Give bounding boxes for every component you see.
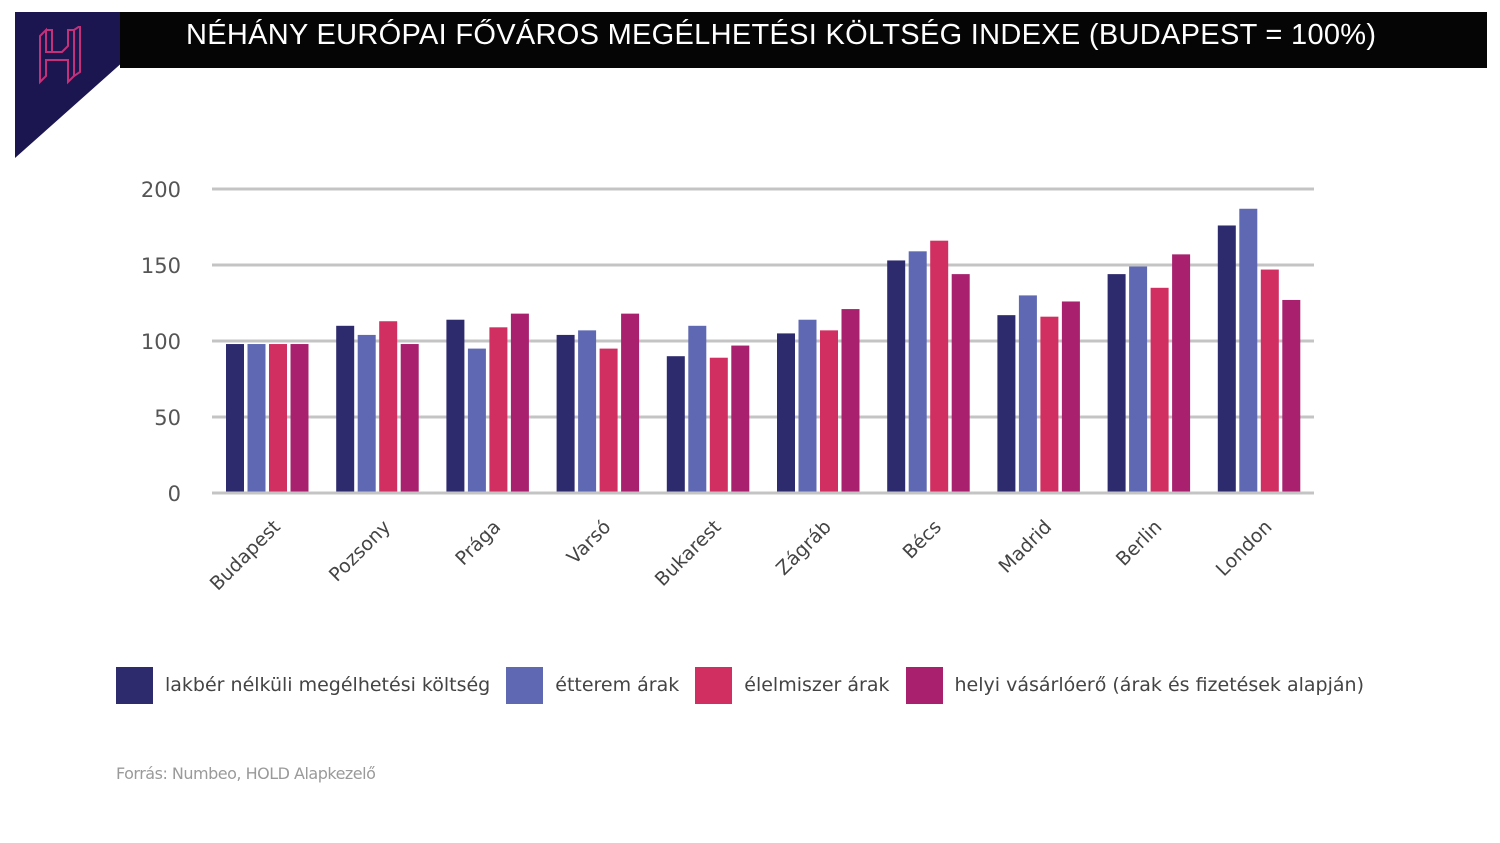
bar (556, 334, 575, 493)
bar (798, 319, 817, 493)
y-tick-label: 100 (141, 330, 181, 354)
bar (997, 315, 1016, 493)
bar (1018, 295, 1037, 493)
legend-swatch (506, 666, 544, 704)
bar (336, 325, 355, 493)
legend-swatch (905, 666, 943, 704)
legend: lakbér nélküli megélhetési költség étter… (116, 666, 1380, 704)
bar (731, 345, 750, 493)
bar (930, 240, 949, 493)
bar (379, 321, 398, 493)
bar (666, 356, 685, 493)
y-tick-label: 50 (154, 406, 181, 430)
bar (269, 344, 287, 493)
bar (467, 348, 486, 493)
bar (1239, 208, 1258, 493)
bar (578, 330, 597, 493)
bar (841, 309, 860, 493)
bar (887, 260, 906, 493)
bar (357, 334, 376, 493)
bar-chart: 0 50 100 150 200 Budapest Pozsony Prága Varsó Buk… (141, 178, 1314, 595)
y-tick-label: 0 (168, 482, 181, 506)
source-note: Forrás: Numbeo, HOLD Alapkezelő (116, 764, 376, 783)
bar (1217, 225, 1236, 494)
legend-item: élelmiszer árak (695, 666, 890, 704)
legend-item: étterem árak (506, 666, 680, 704)
x-tick-label: Pozsony (325, 516, 395, 586)
bar (777, 333, 795, 493)
bar (1061, 301, 1080, 493)
legend-label: élelmiszer árak (744, 674, 890, 696)
bar (290, 344, 309, 493)
bar (510, 313, 529, 493)
bar (1282, 299, 1301, 493)
bar (226, 344, 244, 493)
legend-item: lakbér nélküli megélhetési költség (116, 666, 491, 704)
y-tick-label: 150 (141, 254, 181, 278)
bar (446, 319, 465, 493)
bar (489, 327, 508, 493)
bar (951, 274, 970, 493)
bar (400, 344, 419, 493)
bar (1172, 254, 1191, 493)
x-tick-label: Madrid (994, 516, 1056, 578)
bar (599, 348, 618, 493)
chart-title: NÉHÁNY EURÓPAI FŐVÁROS MEGÉLHETÉSI KÖLTS… (186, 19, 1377, 51)
bar (688, 325, 707, 493)
legend-label: helyi vásárlóerő (árak és fizetések alap… (954, 674, 1364, 696)
title-bar (120, 12, 1487, 68)
x-tick-label: Prága (451, 516, 505, 570)
bar (1150, 287, 1169, 493)
y-tick-label: 200 (141, 178, 181, 202)
x-tick-label: Varsó (563, 516, 616, 569)
x-tick-label: London (1212, 516, 1277, 581)
legend-label: étterem árak (555, 674, 680, 696)
bar (247, 344, 266, 493)
bar (621, 313, 640, 493)
legend-swatch (116, 666, 153, 704)
bar (908, 251, 927, 493)
bar (1107, 274, 1126, 493)
x-tick-label: Bécs (899, 516, 946, 563)
bar (1040, 316, 1059, 493)
bar (709, 357, 728, 493)
bar (1129, 266, 1148, 493)
hold-logo-icon (39, 26, 81, 85)
x-tick-label: Budapest (206, 516, 285, 595)
x-tick-label: Berlin (1112, 516, 1167, 571)
legend-item: helyi vásárlóerő (árak és fizetések alap… (905, 666, 1364, 704)
bar (1260, 269, 1279, 493)
legend-swatch (695, 666, 733, 704)
x-tick-label: Bukarest (651, 516, 726, 591)
bar (820, 330, 838, 493)
legend-label: lakbér nélküli megélhetési költség (165, 674, 491, 696)
x-tick-label: Zágráb (772, 516, 836, 580)
